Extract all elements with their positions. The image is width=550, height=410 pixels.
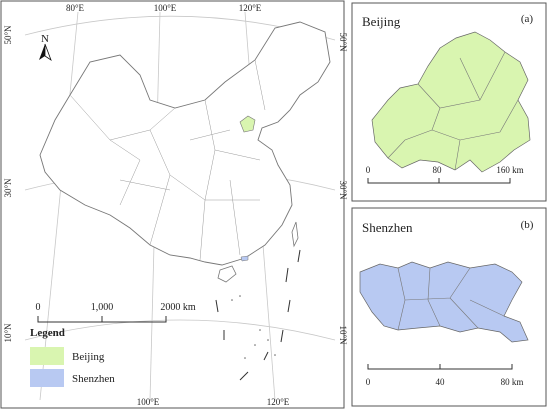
legend-swatch — [30, 347, 64, 365]
scale-label: 40 — [436, 377, 446, 387]
lon-label: 100°E — [137, 397, 160, 407]
lat-label: 30°N — [3, 178, 13, 198]
scale-label: 160 km — [496, 165, 523, 175]
lat-label: 10°N — [338, 325, 348, 345]
legend-label: Shenzhen — [72, 373, 115, 385]
lat-label: 10°N — [3, 323, 13, 343]
china-map — [39, 21, 331, 381]
lon-label: 120°E — [267, 397, 290, 407]
scale-label: 80 — [433, 165, 443, 175]
north-label: N — [41, 33, 49, 45]
beijing-region — [239, 115, 256, 133]
scale-label: 0 — [366, 377, 371, 387]
lat-label: 30°N — [338, 180, 348, 200]
scale-label: 0 — [36, 302, 41, 313]
lat-label: 50°N — [338, 32, 348, 52]
lon-label: 120°E — [239, 3, 262, 13]
inset-tag: (a) — [521, 13, 534, 25]
beijing-map — [371, 31, 531, 173]
lon-label: 100°E — [154, 3, 177, 13]
inset-title: Beijing — [362, 14, 401, 29]
legend: Legend Beijing Shenzhen — [30, 327, 115, 387]
legend-label: Beijing — [72, 351, 105, 363]
north-arrow: N — [39, 33, 52, 62]
inset-title: Shenzhen — [362, 220, 413, 235]
scale-label: 2000 km — [160, 302, 196, 313]
legend-title: Legend — [30, 327, 65, 339]
legend-swatch — [30, 369, 64, 387]
scale-label: 80 km — [501, 377, 524, 387]
scale-bar: 0 1,000 2000 km — [36, 302, 196, 323]
lon-label: 80°E — [66, 3, 85, 13]
shenzhen-region — [240, 255, 249, 262]
lat-label: 50°N — [3, 25, 13, 45]
scale-label: 1,000 — [91, 302, 114, 313]
scale-label: 0 — [366, 165, 371, 175]
inset-tag: (b) — [521, 219, 534, 231]
